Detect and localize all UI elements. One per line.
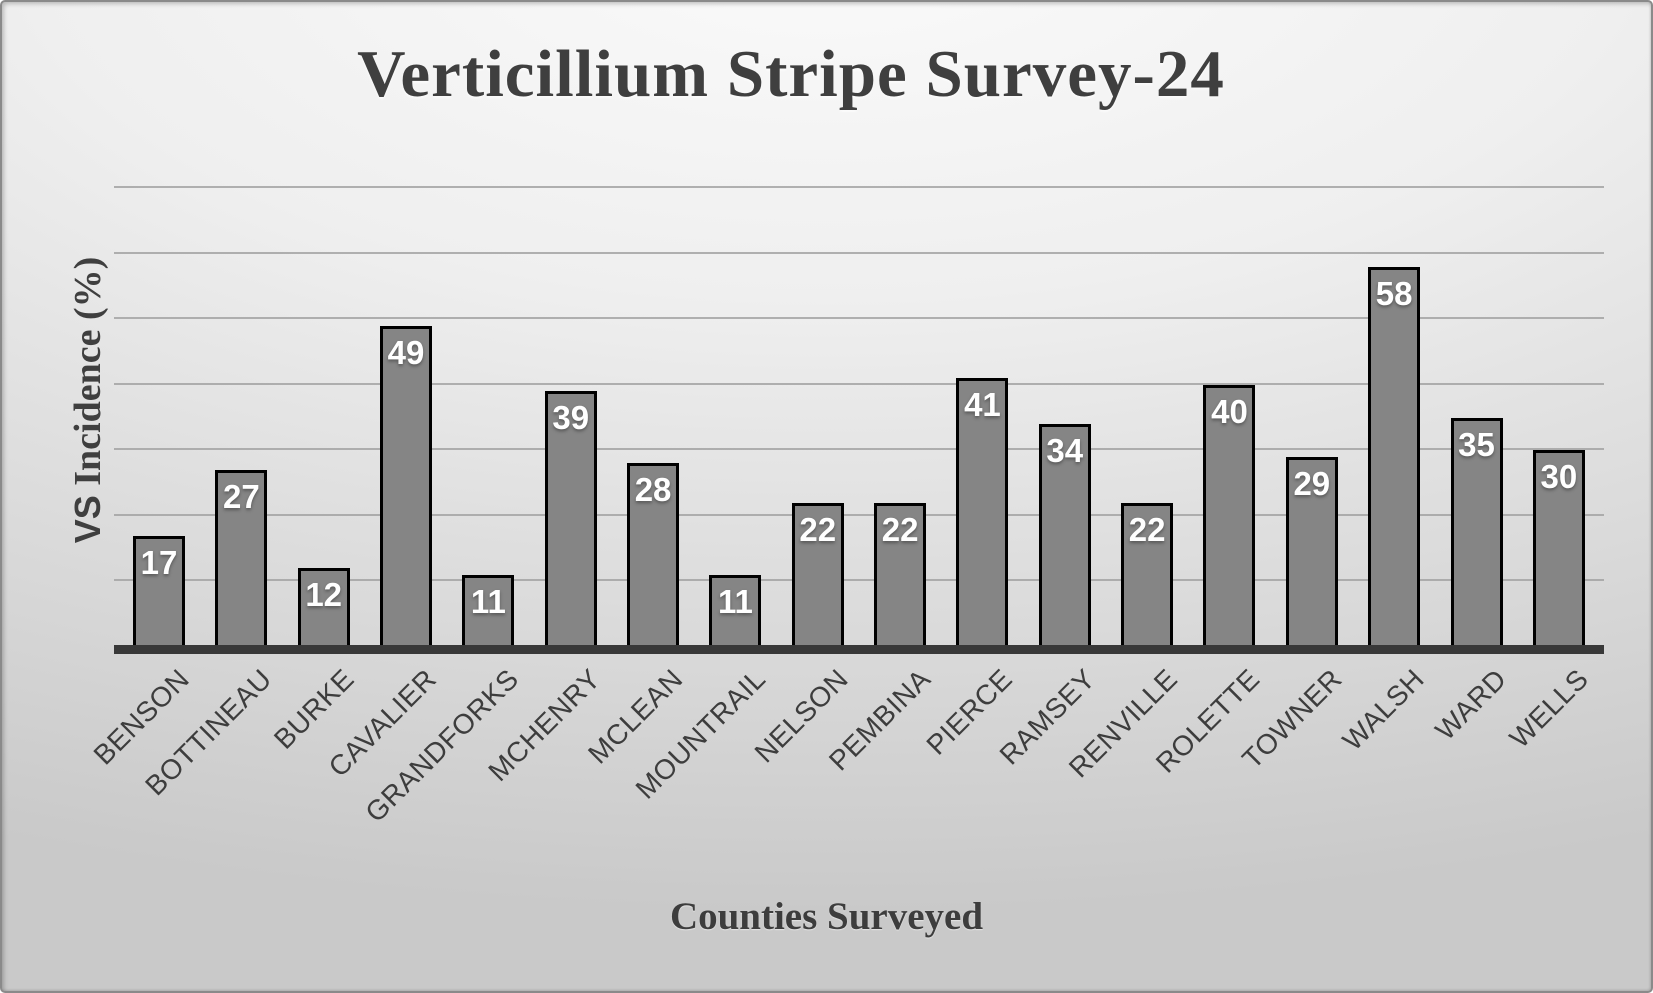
y-axis-title: VS Incidence (%)	[66, 257, 110, 544]
bar-value-label-bottineau: 27	[222, 477, 260, 515]
bar-slot-mchenry: 39 MCHENRY	[482, 188, 607, 787]
chart-title: Verticillium Stripe Survey-24	[357, 37, 1225, 111]
bar-slot-burke: 12 BURKE	[268, 188, 360, 755]
x-axis-category-label-ward: WARD	[1429, 663, 1513, 747]
bar-value-label-pierce: 41	[964, 386, 1001, 424]
bar-rolette: 40	[1203, 384, 1256, 647]
bars-group: 17 BENSON 27 BOTTINEAU 12 BURKE 49 CAVALIER 11 GR…	[87, 188, 1604, 828]
bar-slot-wells: 30 WELLS	[1504, 188, 1595, 754]
bar-value-label-wells: 30	[1540, 458, 1578, 496]
y-axis-title-rest: Incidence (%)	[67, 256, 109, 496]
gridline-50	[114, 317, 1604, 320]
bar-benson: 17	[133, 535, 185, 647]
bar-slot-towner: 29 TOWNER	[1236, 188, 1348, 775]
bar-wells: 30	[1532, 450, 1585, 647]
bar-slot-renville: 22 RENVILLE	[1063, 188, 1183, 783]
bar-burke: 12	[297, 568, 350, 647]
gridline-70	[114, 186, 1604, 188]
bar-renville: 22	[1121, 502, 1174, 647]
bar-slot-walsh: 58 WALSH	[1337, 188, 1430, 756]
bar-value-label-nelson: 22	[799, 510, 837, 548]
bar-mchenry: 39	[544, 391, 597, 647]
bar-value-label-renville: 22	[1128, 510, 1166, 548]
bar-mountrail: 11	[709, 574, 762, 647]
bar-towner: 29	[1285, 456, 1338, 647]
x-axis-title: Counties Surveyed	[669, 895, 984, 938]
bar-walsh: 58	[1368, 266, 1421, 647]
bar-mclean: 28	[627, 463, 680, 647]
gridline-20	[114, 513, 1604, 516]
bar-slot-mountrail: 11 MOUNTRAIL	[630, 188, 771, 805]
gridline-40	[114, 382, 1604, 385]
bar-slot-ward: 35 WARD	[1429, 188, 1512, 746]
bar-value-label-walsh: 58	[1375, 274, 1413, 312]
bar-value-label-rolette: 40	[1211, 392, 1248, 430]
x-axis-line	[114, 645, 1604, 654]
x-axis-category-label-wells: WELLS	[1503, 663, 1595, 754]
gridline-30	[114, 448, 1604, 451]
bar-value-label-burke: 12	[305, 576, 343, 614]
bar-value-label-ramsey: 34	[1046, 432, 1084, 470]
y-axis-title-abbrev: VS	[67, 495, 108, 544]
bar-value-label-mclean: 28	[634, 471, 672, 509]
bar-value-label-benson: 17	[140, 543, 178, 581]
bar-bottineau: 27	[215, 469, 268, 647]
bar-slot-cavalier: 49 CAVALIER	[322, 188, 442, 783]
bar-value-label-pembina: 22	[881, 510, 919, 548]
bar-pierce: 41	[956, 378, 1009, 647]
bar-value-label-mchenry: 39	[552, 399, 590, 437]
bar-grandforks: 11	[462, 574, 515, 647]
bar-slot-mclean: 28 MCLEAN	[582, 188, 689, 770]
gridline-60	[114, 251, 1604, 254]
bar-value-label-mountrail: 11	[717, 582, 753, 620]
bar-cavalier: 49	[380, 325, 433, 647]
plot-area: 17 BENSON 27 BOTTINEAU 12 BURKE 49 CAVALIER 11 GR…	[87, 186, 1604, 828]
bar-ramsey: 34	[1038, 424, 1091, 647]
bar-slot-pembina: 22 PEMBINA	[823, 188, 936, 777]
x-axis-category-label-walsh: WALSH	[1336, 663, 1431, 757]
bar-value-label-cavalier: 49	[387, 333, 425, 371]
bar-slot-bottineau: 27 BOTTINEAU	[139, 188, 277, 801]
bar-value-label-towner: 29	[1293, 464, 1331, 502]
bar-value-label-ward: 35	[1458, 425, 1495, 463]
bar-pembina: 22	[874, 502, 927, 647]
bar-slot-pierce: 41 PIERCE	[921, 188, 1018, 761]
gridline-10	[114, 579, 1604, 582]
bar-slot-rolette: 40 ROLETTE	[1150, 188, 1265, 779]
bar-slot-benson: 17 BENSON	[87, 188, 195, 771]
bar-ward: 35	[1450, 417, 1503, 647]
bar-slot-grandforks: 11 GRANDFORKS	[359, 188, 524, 828]
bar-value-label-grandforks: 11	[470, 582, 506, 620]
bar-slot-nelson: 22 NELSON	[748, 188, 854, 768]
bar-slot-ramsey: 34 RAMSEY	[993, 188, 1101, 771]
bar-nelson: 22	[791, 502, 844, 647]
